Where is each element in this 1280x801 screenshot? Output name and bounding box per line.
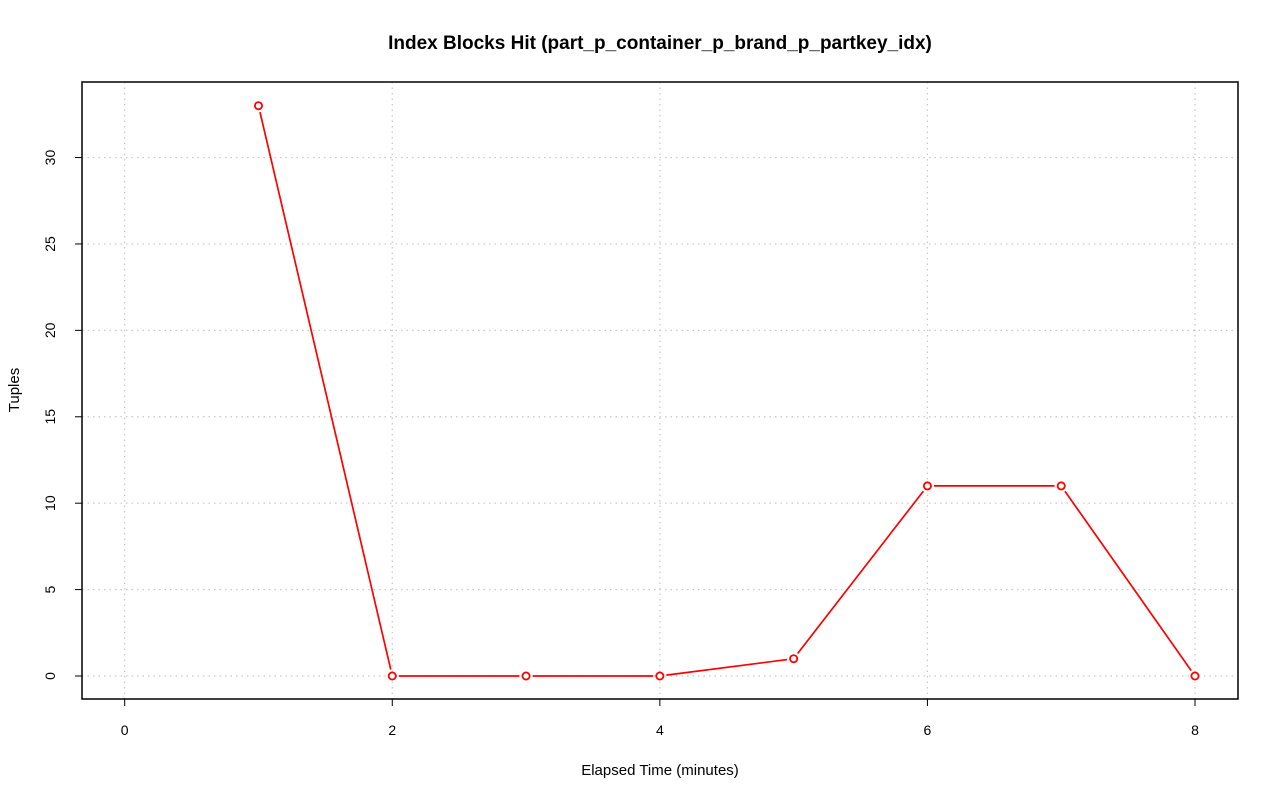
grid — [82, 82, 1238, 699]
data-point — [387, 671, 397, 681]
x-axis-label: Elapsed Time (minutes) — [581, 762, 739, 779]
y-tick-label: 0 — [42, 672, 58, 680]
x-axis: 0 2 4 6 8 — [121, 699, 1199, 738]
y-tick-label: 30 — [42, 150, 58, 166]
data-point — [1056, 481, 1066, 491]
data-point — [253, 101, 263, 111]
data-point — [655, 671, 665, 681]
y-axis: 0 5 10 15 20 25 30 — [42, 150, 82, 680]
line-segment — [666, 658, 788, 676]
data-point — [922, 481, 932, 491]
x-tick-label: 8 — [1191, 722, 1199, 738]
y-axis-label: Tuples — [6, 368, 23, 412]
y-tick-label: 20 — [42, 322, 58, 338]
x-tick-label: 4 — [656, 722, 664, 738]
y-tick-label: 15 — [42, 409, 58, 425]
line-segment — [797, 490, 925, 655]
series-red-line — [253, 101, 1200, 681]
x-tick-label: 0 — [121, 722, 129, 738]
chart-title: Index Blocks Hit (part_p_container_p_bra… — [388, 33, 932, 54]
y-tick-label: 10 — [42, 495, 58, 511]
line-segment — [1064, 490, 1192, 672]
data-point — [1190, 671, 1200, 681]
y-tick-label: 25 — [42, 236, 58, 252]
x-tick-label: 2 — [388, 722, 396, 738]
data-point — [789, 654, 799, 664]
data-point — [521, 671, 531, 681]
line-segment — [259, 111, 392, 670]
y-tick-label: 5 — [42, 585, 58, 593]
x-tick-label: 6 — [924, 722, 932, 738]
